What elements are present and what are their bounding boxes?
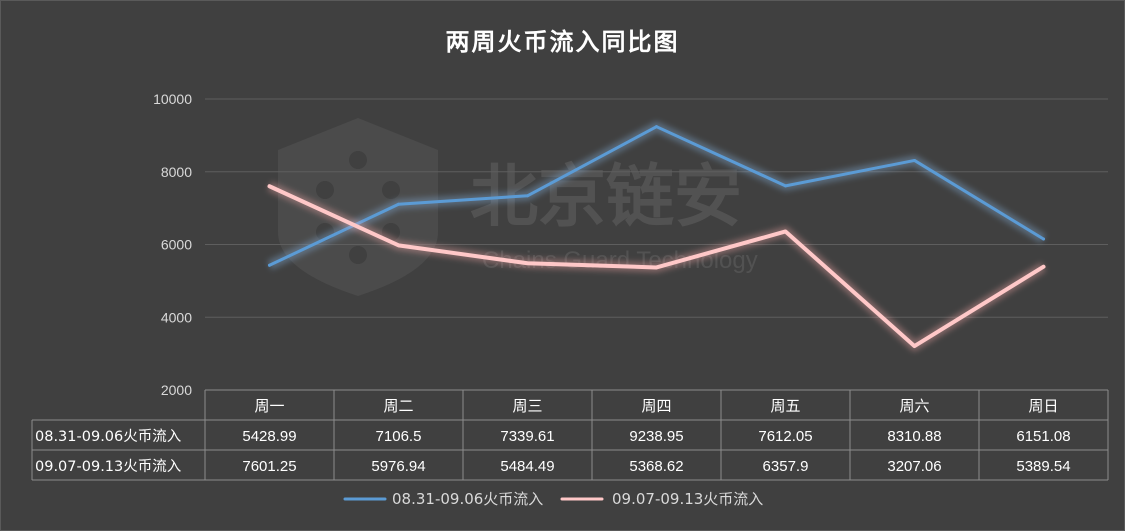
data-label: 9238.95 — [629, 428, 683, 445]
y-tick-label: 10000 — [153, 91, 192, 107]
data-point — [913, 158, 916, 162]
data-label: 7601.25 — [242, 458, 296, 475]
series-lines — [267, 121, 1047, 352]
x-tick-label: 周二 — [383, 397, 413, 415]
data-point — [268, 184, 271, 188]
data-point — [397, 243, 400, 247]
data-point — [526, 194, 529, 198]
x-tick-label: 周五 — [770, 397, 800, 415]
y-axis: 10000 8000 6000 4000 2000 — [153, 91, 192, 398]
y-tick-label: 8000 — [161, 164, 192, 180]
y-tick-label: 6000 — [161, 237, 192, 253]
data-point — [784, 184, 787, 188]
table-row-label: 08.31-09.06火币流入 — [35, 428, 181, 445]
data-point — [268, 263, 271, 267]
data-point — [526, 261, 529, 265]
legend-label: 08.31-09.06火币流入 — [392, 490, 543, 508]
data-label: 7339.61 — [500, 428, 554, 445]
legend-label: 09.07-09.13火币流入 — [612, 490, 763, 508]
chart-title: 两周火币流入同比图 — [445, 28, 680, 56]
data-table: 周一 周二 周三 周四 周五 周六 周日 08.31-09.06火币流入 5428.99 7106… — [31, 389, 1109, 481]
x-tick-label: 周一 — [254, 397, 284, 415]
data-label: 7106.5 — [376, 428, 422, 445]
data-point — [784, 229, 787, 233]
data-point — [655, 125, 658, 129]
y-tick-label: 2000 — [161, 382, 192, 398]
data-point — [397, 202, 400, 206]
data-label: 5428.99 — [242, 428, 296, 445]
data-label: 6357.9 — [763, 458, 809, 475]
data-label: 7612.05 — [758, 428, 812, 445]
data-label: 5484.49 — [500, 458, 554, 475]
x-tick-label: 周四 — [641, 397, 671, 415]
x-tick-label: 周六 — [899, 397, 929, 415]
data-label: 6151.08 — [1016, 428, 1070, 445]
data-point — [655, 265, 658, 269]
table-row-label: 09.07-09.13火币流入 — [35, 458, 181, 475]
y-tick-label: 4000 — [161, 309, 192, 325]
data-label: 5389.54 — [1016, 458, 1070, 475]
data-point — [1042, 265, 1045, 269]
data-label: 5976.94 — [371, 458, 425, 475]
x-tick-label: 周日 — [1028, 397, 1058, 415]
data-label: 8310.88 — [887, 428, 941, 445]
watermark-shield-icon — [278, 118, 438, 296]
data-label: 3207.06 — [887, 458, 941, 475]
data-label: 5368.62 — [629, 458, 683, 475]
legend: 08.31-09.06火币流入 09.07-09.13火币流入 — [343, 490, 763, 508]
data-point — [913, 344, 916, 348]
x-tick-label: 周三 — [512, 397, 542, 415]
data-point — [1042, 237, 1045, 241]
watermark: 北京链安 Chains Guard Technology — [278, 118, 758, 296]
